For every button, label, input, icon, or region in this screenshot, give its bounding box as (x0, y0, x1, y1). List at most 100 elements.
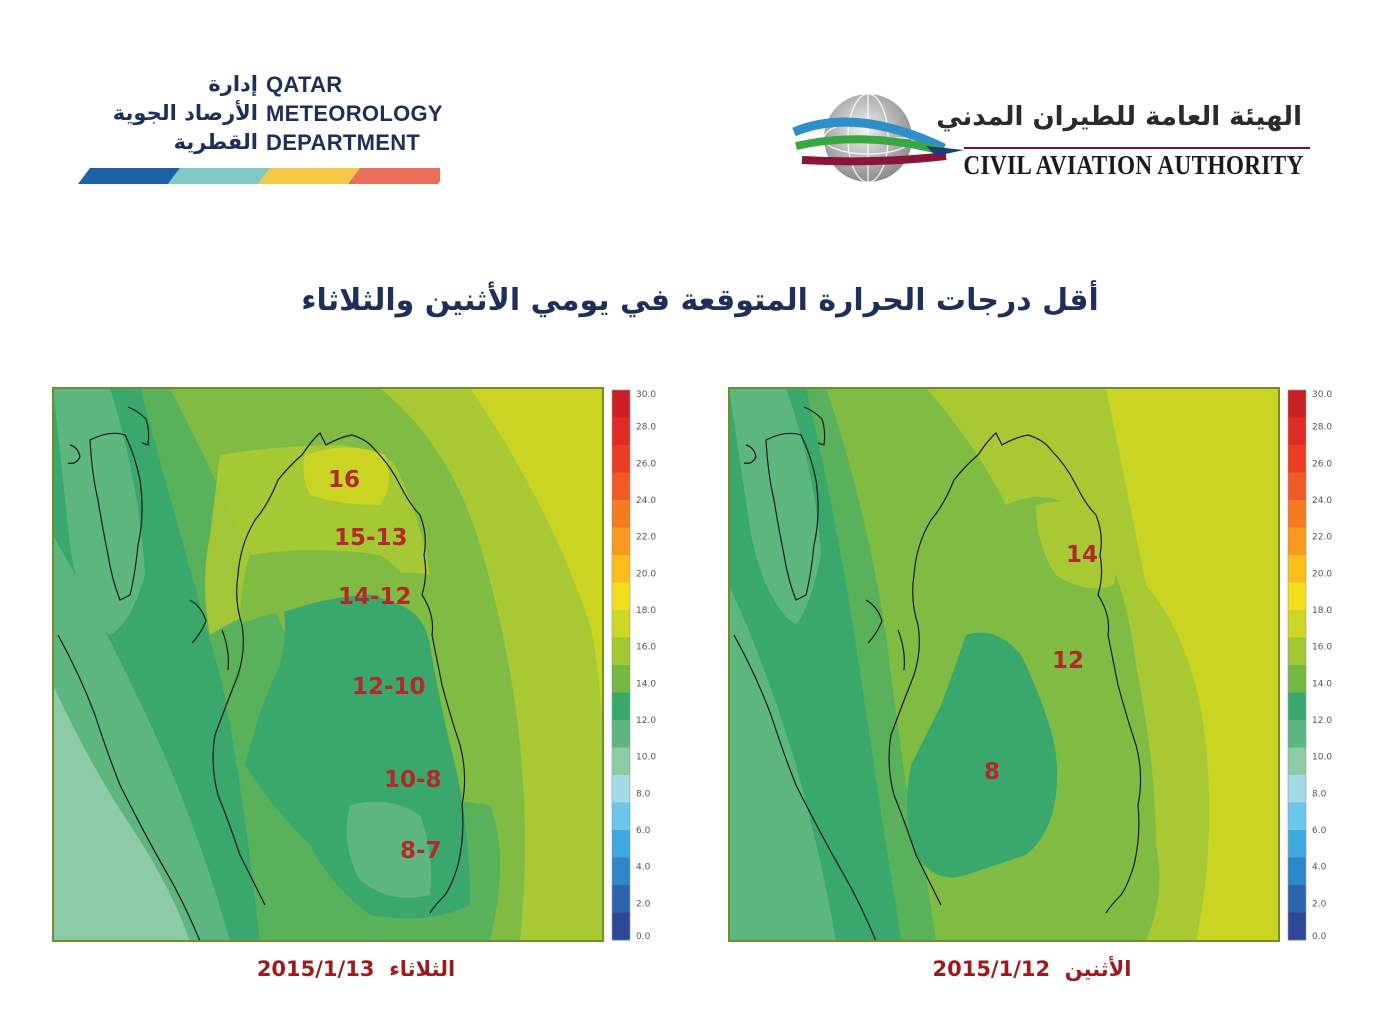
colorbar-tick-label: 2.0 (636, 899, 651, 909)
colorbar-tick-label: 0.0 (636, 932, 651, 942)
qmd-arabic-line: القطرية (173, 130, 258, 154)
qmd-arabic-name: إدارة الأرصاد الجوية القطرية (78, 70, 258, 157)
temperature-label: 14 (1066, 542, 1098, 568)
colorbar-tick-label: 12.0 (636, 716, 656, 726)
colorbar-swatch (612, 747, 630, 776)
map-panel-monday: 14 12 8 30.0 28.0 26.0 24.0 22.0 20.0 18.0 16.0 14… (726, 385, 1338, 945)
map-frame (52, 387, 604, 942)
colorbar-tick-label: 14.0 (636, 679, 656, 689)
stripe-segment (78, 168, 180, 184)
temperature-label: 8 (984, 759, 1000, 785)
caption-day: الثلاثاء (389, 957, 456, 981)
colorbar-swatch (612, 527, 630, 556)
caa-divider (964, 147, 1310, 149)
colorbar-tick-label: 16.0 (1312, 643, 1332, 653)
temperature-map-monday: 14 12 8 30.0 28.0 26.0 24.0 22.0 20.0 18.0 16.0 14… (728, 387, 1332, 942)
colorbar-swatch (1288, 857, 1306, 886)
qmd-english-line: DEPARTMENT (266, 130, 421, 155)
temperature-label: 8-7 (400, 838, 442, 864)
temperature-label: 16 (328, 467, 360, 493)
map-label-group: 14 12 8 (984, 542, 1098, 785)
colorbar-swatch (612, 445, 630, 473)
colorbar-tick-label: 6.0 (1312, 826, 1327, 836)
colorbar-swatch (612, 390, 630, 418)
colorbar-swatch (612, 692, 630, 721)
colorbar-swatch (1288, 775, 1306, 803)
caa-english-name: CIVIL AVIATION AUTHORITY (963, 150, 1304, 180)
temperature-label: 15-13 (334, 525, 408, 551)
qmd-english-line: METEOROLOGY (266, 101, 443, 126)
colorbar-swatch (612, 885, 630, 913)
map-panel-tuesday: 16 15-13 14-12 12-10 10-8 8-7 30.0 28.0 26.0 24.… (50, 385, 662, 945)
colorbar-swatch (1288, 912, 1306, 941)
colorbar-swatch (612, 555, 630, 583)
temperature-label: 10-8 (384, 767, 442, 793)
caption-date: 2015/1/12 (932, 957, 1051, 981)
colorbar-swatch (612, 857, 630, 886)
colorbar-tick-label: 10.0 (1312, 753, 1332, 763)
colorbar-tick-label: 22.0 (636, 533, 656, 543)
colorbar-swatch (1288, 802, 1306, 831)
colorbar-swatch (1288, 885, 1306, 913)
colorbar-swatch (1288, 582, 1306, 611)
caa-logo: الهيئة العامة للطيران المدني CIVIL AVIAT… (786, 88, 1310, 198)
caption-day: الأثنين (1064, 957, 1132, 981)
colorbar-tick-label: 20.0 (636, 569, 656, 579)
colorbar-swatch (612, 610, 630, 638)
colorbar-tick-label: 8.0 (636, 789, 651, 799)
colorbar-tick-label: 30.0 (1312, 390, 1332, 400)
temperature-label: 12 (1052, 648, 1084, 674)
colorbar-swatch (612, 775, 630, 803)
colorbar-swatch (1288, 527, 1306, 556)
colorbar-tick-label: 18.0 (1312, 606, 1332, 616)
colorbar-swatch (1288, 692, 1306, 721)
map-label-group: 16 15-13 14-12 12-10 10-8 8-7 (328, 467, 442, 864)
colorbar-swatch (612, 912, 630, 941)
colorbar-swatch (612, 582, 630, 611)
colorbar-swatch (1288, 747, 1306, 776)
qmd-english-line: QATAR (266, 72, 343, 97)
colorbar-swatch (1288, 500, 1306, 528)
colorbar-swatch (612, 830, 630, 858)
colorbar-tick-label: 20.0 (1312, 569, 1332, 579)
colorbar-frame (611, 389, 631, 941)
colorbar-swatch (612, 500, 630, 528)
colorbar-swatch (612, 720, 630, 748)
colorbar-swatch (1288, 637, 1306, 666)
colorbar-swatch (1288, 390, 1306, 418)
temperature-label: 12-10 (352, 674, 426, 700)
colorbar-swatch (612, 472, 630, 501)
map-caption-monday: 2015/1/12 الأثنين (726, 957, 1338, 981)
colorbar-swatch (1288, 610, 1306, 638)
colorbar-tick-label: 16.0 (636, 643, 656, 653)
page-title: أقل درجات الحرارة المتوقعة في يومي الأثن… (301, 283, 1099, 318)
colorbar-swatch (1288, 417, 1306, 446)
qmd-logo: إدارة الأرصاد الجوية القطرية QATAR METEO… (78, 68, 443, 186)
colorbar-tick-label: 26.0 (636, 459, 656, 469)
caa-arabic-name: الهيئة العامة للطيران المدني (936, 102, 1302, 132)
colorbar-tick-label: 14.0 (1312, 679, 1332, 689)
stripe-segment (348, 168, 440, 184)
caption-date: 2015/1/13 (256, 957, 375, 981)
stripe-segment (168, 168, 270, 184)
colorbar-frame (1287, 389, 1307, 941)
colorbar-swatch (612, 665, 630, 693)
colorbar-swatch (1288, 472, 1306, 501)
qmd-arabic-line: إدارة (208, 72, 258, 96)
colorbar-tick-label: 10.0 (636, 753, 656, 763)
colorbar: 30.0 28.0 26.0 24.0 22.0 20.0 18.0 16.0 14.0 12.0… (1287, 389, 1332, 942)
qmd-color-stripe (78, 168, 440, 184)
colorbar-tick-label: 30.0 (636, 390, 656, 400)
colorbar-tick-label: 22.0 (1312, 533, 1332, 543)
qmd-arabic-line: الأرصاد الجوية (112, 101, 258, 125)
colorbar: 30.0 28.0 26.0 24.0 22.0 20.0 18.0 16.0 14.0 12.0… (611, 389, 656, 942)
colorbar-tick-label: 4.0 (1312, 863, 1327, 873)
colorbar-swatch (612, 802, 630, 831)
colorbar-tick-label: 24.0 (1312, 496, 1332, 506)
colorbar-swatch (1288, 665, 1306, 693)
map-caption-tuesday: 2015/1/13 الثلاثاء (50, 957, 662, 981)
colorbar-swatch (612, 417, 630, 446)
colorbar-tick-label: 8.0 (1312, 789, 1327, 799)
colorbar-tick-label: 26.0 (1312, 459, 1332, 469)
colorbar-tick-label: 0.0 (1312, 932, 1327, 942)
